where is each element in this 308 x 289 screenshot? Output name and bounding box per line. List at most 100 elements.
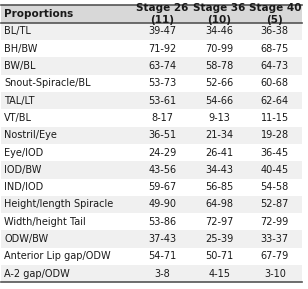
Text: Eye/IOD: Eye/IOD — [4, 148, 44, 158]
Text: 25-39: 25-39 — [205, 234, 233, 244]
Text: 72-97: 72-97 — [205, 217, 233, 227]
Text: 36-51: 36-51 — [148, 130, 176, 140]
Text: Stage 26
(11): Stage 26 (11) — [136, 3, 188, 25]
Text: Proportions: Proportions — [4, 9, 74, 19]
FancyBboxPatch shape — [2, 127, 134, 144]
Text: 39-47: 39-47 — [148, 26, 176, 36]
FancyBboxPatch shape — [134, 248, 191, 265]
FancyBboxPatch shape — [191, 127, 248, 144]
Text: 21-34: 21-34 — [205, 130, 233, 140]
FancyBboxPatch shape — [191, 144, 248, 161]
Text: 43-56: 43-56 — [148, 165, 176, 175]
FancyBboxPatch shape — [248, 196, 302, 213]
Text: 26-41: 26-41 — [205, 148, 233, 158]
Text: 72-99: 72-99 — [261, 217, 289, 227]
FancyBboxPatch shape — [134, 161, 191, 179]
FancyBboxPatch shape — [191, 179, 248, 196]
FancyBboxPatch shape — [134, 265, 191, 282]
Text: 3-10: 3-10 — [264, 269, 286, 279]
Text: A-2 gap/ODW: A-2 gap/ODW — [4, 269, 70, 279]
FancyBboxPatch shape — [2, 5, 134, 23]
FancyBboxPatch shape — [134, 40, 191, 57]
FancyBboxPatch shape — [134, 75, 191, 92]
Text: 11-15: 11-15 — [261, 113, 289, 123]
Text: 58-78: 58-78 — [205, 61, 233, 71]
FancyBboxPatch shape — [2, 75, 134, 92]
Text: Stage 40
(5): Stage 40 (5) — [249, 3, 301, 25]
Text: 52-66: 52-66 — [205, 78, 233, 88]
Text: Width/height Tail: Width/height Tail — [4, 217, 86, 227]
FancyBboxPatch shape — [248, 75, 302, 92]
FancyBboxPatch shape — [191, 109, 248, 127]
Text: ODW/BW: ODW/BW — [4, 234, 49, 244]
FancyBboxPatch shape — [2, 57, 134, 75]
FancyBboxPatch shape — [248, 213, 302, 230]
Text: BL/TL: BL/TL — [4, 26, 31, 36]
Text: Height/length Spiracle: Height/length Spiracle — [4, 199, 114, 210]
Text: 3-8: 3-8 — [154, 269, 170, 279]
Text: 9-13: 9-13 — [208, 113, 230, 123]
FancyBboxPatch shape — [134, 179, 191, 196]
FancyBboxPatch shape — [191, 213, 248, 230]
FancyBboxPatch shape — [248, 92, 302, 109]
FancyBboxPatch shape — [191, 5, 248, 23]
FancyBboxPatch shape — [248, 144, 302, 161]
FancyBboxPatch shape — [248, 57, 302, 75]
FancyBboxPatch shape — [248, 5, 302, 23]
FancyBboxPatch shape — [191, 23, 248, 40]
FancyBboxPatch shape — [191, 230, 248, 248]
Text: 54-66: 54-66 — [205, 96, 233, 105]
FancyBboxPatch shape — [134, 23, 191, 40]
Text: 60-68: 60-68 — [261, 78, 289, 88]
FancyBboxPatch shape — [2, 248, 134, 265]
Text: 54-58: 54-58 — [261, 182, 289, 192]
FancyBboxPatch shape — [191, 40, 248, 57]
FancyBboxPatch shape — [2, 109, 134, 127]
Text: 54-71: 54-71 — [148, 251, 176, 262]
Text: Nostril/Eye: Nostril/Eye — [4, 130, 57, 140]
Text: IOD/BW: IOD/BW — [4, 165, 42, 175]
FancyBboxPatch shape — [248, 40, 302, 57]
FancyBboxPatch shape — [191, 57, 248, 75]
FancyBboxPatch shape — [191, 161, 248, 179]
FancyBboxPatch shape — [2, 40, 134, 57]
Text: 34-46: 34-46 — [205, 26, 233, 36]
Text: 62-64: 62-64 — [261, 96, 289, 105]
FancyBboxPatch shape — [248, 248, 302, 265]
Text: Snout-Spiracle/BL: Snout-Spiracle/BL — [4, 78, 91, 88]
Text: 8-17: 8-17 — [151, 113, 173, 123]
Text: 49-90: 49-90 — [148, 199, 176, 210]
Text: Stage 36
(10): Stage 36 (10) — [193, 3, 245, 25]
FancyBboxPatch shape — [2, 144, 134, 161]
FancyBboxPatch shape — [134, 127, 191, 144]
Text: 34-43: 34-43 — [205, 165, 233, 175]
FancyBboxPatch shape — [134, 213, 191, 230]
Text: 68-75: 68-75 — [261, 44, 289, 54]
FancyBboxPatch shape — [248, 109, 302, 127]
Text: IND/IOD: IND/IOD — [4, 182, 44, 192]
Text: Anterior Lip gap/ODW: Anterior Lip gap/ODW — [4, 251, 111, 262]
Text: 64-98: 64-98 — [205, 199, 233, 210]
Text: BW/BL: BW/BL — [4, 61, 36, 71]
FancyBboxPatch shape — [134, 230, 191, 248]
Text: TAL/LT: TAL/LT — [4, 96, 35, 105]
FancyBboxPatch shape — [134, 92, 191, 109]
FancyBboxPatch shape — [191, 92, 248, 109]
FancyBboxPatch shape — [134, 196, 191, 213]
FancyBboxPatch shape — [134, 109, 191, 127]
Text: 37-43: 37-43 — [148, 234, 176, 244]
Text: 19-28: 19-28 — [261, 130, 289, 140]
FancyBboxPatch shape — [134, 5, 191, 23]
Text: 53-61: 53-61 — [148, 96, 176, 105]
FancyBboxPatch shape — [248, 23, 302, 40]
FancyBboxPatch shape — [2, 213, 134, 230]
Text: 33-37: 33-37 — [261, 234, 289, 244]
Text: 40-45: 40-45 — [261, 165, 289, 175]
FancyBboxPatch shape — [248, 127, 302, 144]
Text: 24-29: 24-29 — [148, 148, 176, 158]
Text: 53-73: 53-73 — [148, 78, 176, 88]
FancyBboxPatch shape — [2, 161, 134, 179]
Text: 52-87: 52-87 — [261, 199, 289, 210]
FancyBboxPatch shape — [248, 265, 302, 282]
FancyBboxPatch shape — [2, 196, 134, 213]
